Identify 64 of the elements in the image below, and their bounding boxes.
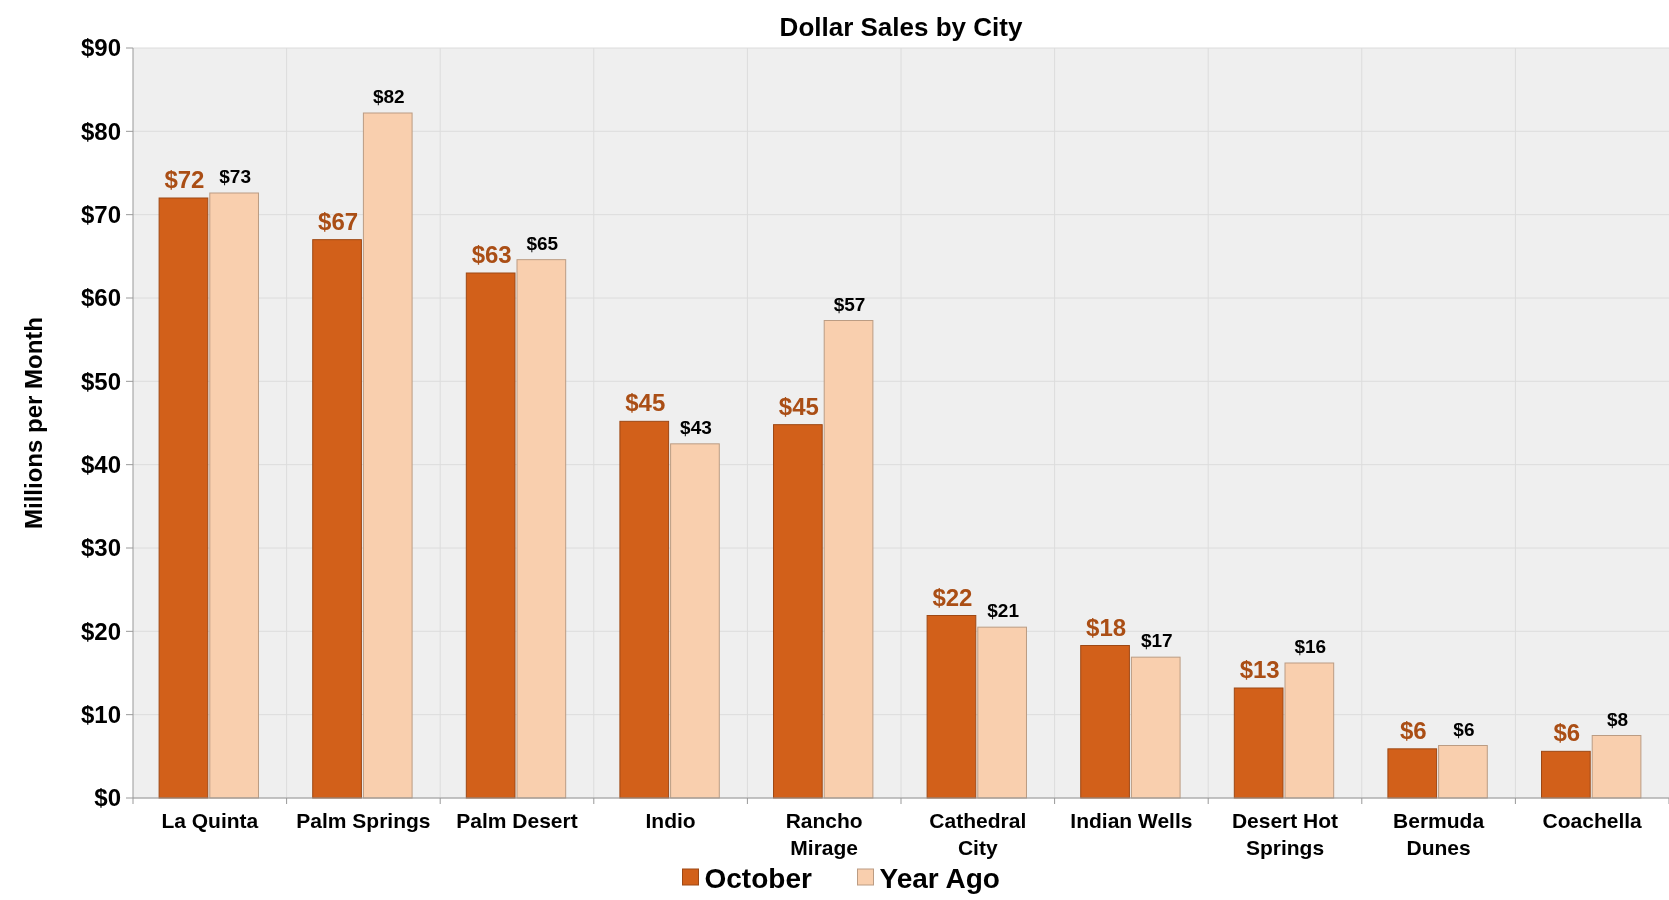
bar	[773, 424, 823, 799]
bar	[619, 420, 670, 799]
x-tick-label: Indian Wells	[1070, 809, 1193, 832]
y-tick-label: $50	[80, 367, 121, 395]
x-tick-label: Coachella	[1542, 809, 1643, 832]
x-tick-label: Rancho Mirage	[785, 809, 863, 859]
bar	[1080, 645, 1130, 799]
bar	[1130, 656, 1181, 799]
x-tick-label: Cathedral City	[929, 809, 1027, 859]
data-label: $17	[1140, 630, 1173, 652]
data-label: $57	[833, 293, 866, 315]
y-tick-label: $30	[80, 534, 121, 562]
data-label: $73	[219, 166, 251, 187]
bar	[516, 259, 567, 799]
legend-label: Year Ago	[879, 862, 1000, 894]
chart-title: Dollar Sales by City	[779, 12, 1023, 42]
bar	[977, 626, 1027, 799]
x-tick-label: Palm Desert	[456, 809, 578, 832]
bar	[1591, 735, 1642, 799]
y-tick-label: $0	[94, 784, 121, 812]
data-label: $43	[680, 416, 712, 438]
data-label: $22	[932, 583, 973, 611]
data-label: $65	[526, 232, 559, 254]
bar	[1387, 748, 1438, 799]
x-tick-label: La Quinta	[161, 809, 259, 832]
bar	[1233, 687, 1284, 799]
bar	[209, 192, 259, 799]
bar	[1541, 750, 1591, 799]
data-label: $45	[778, 392, 819, 420]
y-tick-label: $90	[80, 34, 121, 62]
x-tick-label: Desert Hot Springs	[1231, 809, 1339, 859]
y-axis-title: Millions per Month	[20, 317, 47, 529]
bar	[926, 615, 977, 799]
bar	[362, 112, 413, 799]
legend-label: October	[704, 862, 812, 894]
data-label: $18	[1086, 613, 1127, 641]
data-label: $72	[164, 166, 205, 193]
y-tick-label: $10	[80, 701, 121, 729]
data-label: $16	[1294, 636, 1327, 657]
data-label: $82	[372, 86, 405, 107]
bar	[465, 272, 516, 799]
y-tick-label: $40	[80, 451, 121, 479]
y-tick-label: $70	[80, 201, 121, 229]
y-tick-label: $20	[80, 617, 121, 645]
x-tick-label: Palm Springs	[296, 809, 431, 832]
data-label: $6	[1453, 718, 1475, 740]
y-tick-label: $80	[80, 117, 121, 145]
data-label: $63	[471, 241, 512, 268]
bar	[312, 239, 362, 799]
x-tick-label: Indio	[645, 809, 696, 832]
data-label: $45	[625, 389, 666, 417]
y-tick-label: $60	[80, 284, 121, 312]
bar	[1284, 662, 1335, 799]
bar	[670, 443, 720, 799]
data-label: $6	[1553, 719, 1581, 747]
bar	[1438, 745, 1488, 799]
data-label: $8	[1606, 708, 1629, 730]
x-tick-label: Bermuda Dunes	[1393, 809, 1485, 859]
bar	[158, 197, 209, 799]
data-label: $21	[987, 600, 1020, 622]
data-label: $67	[318, 207, 359, 235]
data-label: $6	[1399, 716, 1427, 744]
data-label: $13	[1239, 656, 1280, 683]
bar	[823, 320, 874, 799]
